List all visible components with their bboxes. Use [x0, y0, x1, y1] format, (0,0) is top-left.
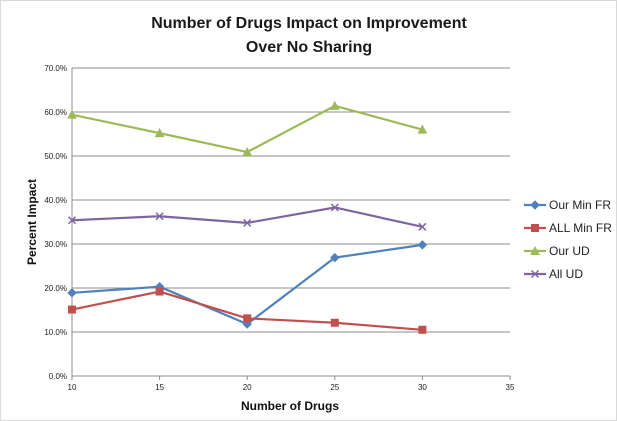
legend-label: All UD — [549, 267, 583, 281]
legend-marker — [530, 245, 540, 255]
data-point-all-min-fr — [330, 318, 339, 327]
legend-marker — [531, 224, 539, 232]
data-point-our-ud — [67, 109, 77, 119]
legend-item-our-ud: Our UD — [524, 244, 590, 258]
x-tick-label: 30 — [418, 383, 427, 392]
data-point-all-min-fr — [155, 287, 164, 296]
x-tick-label: 35 — [506, 383, 515, 392]
data-point-all-ud — [155, 212, 164, 221]
data-point-all-ud — [243, 218, 252, 227]
chart-title-line-2: Over No Sharing — [246, 39, 372, 56]
series-our-ud — [67, 100, 428, 157]
data-point-all-ud — [330, 203, 339, 212]
data-point-our-ud — [329, 100, 340, 110]
y-tick-label: 70.0% — [44, 64, 67, 73]
series-all-ud — [67, 203, 427, 231]
legend: Our Min FR ALL Min FR Our UD All UD — [524, 198, 612, 281]
data-point-our-min-fr — [330, 252, 340, 263]
y-tick-label: 40.0% — [44, 196, 67, 205]
legend-marker — [530, 200, 540, 210]
x-tick-label: 15 — [155, 383, 164, 392]
x-tick-label: 25 — [330, 383, 339, 392]
x-tick-label: 20 — [243, 383, 252, 392]
legend-item-all-ud: All UD — [524, 267, 583, 281]
data-point-all-min-fr — [243, 314, 252, 323]
data-point-our-ud — [242, 146, 253, 157]
legend-label: Our UD — [549, 244, 590, 258]
y-tick-label: 30.0% — [44, 240, 67, 249]
series-lines — [67, 100, 428, 334]
axes — [71, 68, 511, 380]
data-point-all-ud — [418, 222, 427, 231]
data-point-all-min-fr — [68, 305, 76, 314]
x-axis-title: Number of Drugs — [241, 399, 339, 413]
legend-label: Our Min FR — [549, 198, 611, 212]
y-tick-label: 20.0% — [44, 284, 67, 293]
series-all-min-fr — [68, 287, 427, 334]
y-axis-title: Percent Impact — [25, 179, 39, 265]
y-tick-label: 0.0% — [49, 372, 67, 381]
y-tick-label: 50.0% — [44, 152, 67, 161]
data-point-all-min-fr — [418, 325, 427, 334]
legend-marker — [530, 269, 540, 279]
chart-title-line-1: Number of Drugs Impact on Improvement — [151, 15, 467, 32]
data-point-all-ud — [67, 216, 77, 225]
data-point-our-ud — [154, 128, 165, 138]
data-point-our-ud — [417, 124, 428, 134]
x-tick-label: 10 — [68, 383, 77, 392]
legend-item-our-min-fr: Our Min FR — [524, 198, 611, 212]
y-tick-labels: 0.0% 10.0% 20.0% 30.0% 40.0% 50.0% 60.0% 70.0% — [44, 64, 67, 381]
y-tick-label: 10.0% — [44, 328, 67, 337]
y-tick-label: 60.0% — [44, 108, 67, 117]
x-tick-labels: 10 15 20 25 30 35 — [68, 383, 515, 392]
legend-label: ALL Min FR — [549, 221, 612, 235]
data-point-our-min-fr — [67, 288, 77, 298]
legend-item-all-min-fr: ALL Min FR — [524, 221, 612, 235]
data-point-our-min-fr — [417, 240, 428, 250]
